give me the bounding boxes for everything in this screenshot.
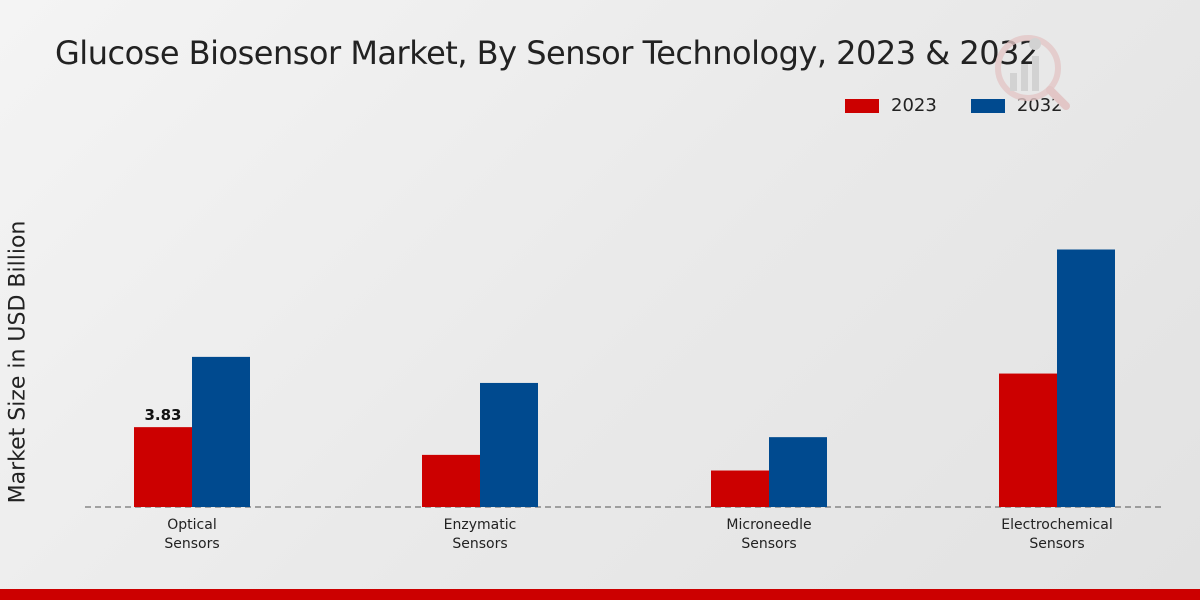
- bar-2023-enzymatic: [422, 454, 480, 507]
- x-tick-label: Microneedle Sensors: [726, 517, 811, 552]
- legend-swatch-2023: [845, 98, 879, 113]
- legend-label-2023: 2023: [891, 95, 937, 116]
- chart-magnifier-logo-icon: [995, 35, 1070, 110]
- legend-item-2023: 2023: [845, 95, 937, 116]
- bar-2032-optical: [192, 356, 250, 507]
- bar-2023-microneedle: [711, 470, 769, 507]
- bar-2032-microneedle: [769, 437, 827, 507]
- bottom-accent-bar: [0, 589, 1200, 600]
- bar-2032-electrochemical: [1057, 249, 1115, 507]
- x-tick-label: Optical Sensors: [164, 517, 219, 552]
- legend-swatch-2032: [970, 98, 1005, 113]
- bar-2023-optical: [134, 427, 192, 507]
- x-tick-label: Electrochemical Sensors: [1001, 517, 1112, 552]
- bar-2032-enzymatic: [480, 382, 538, 507]
- bar-2023-electrochemical: [999, 373, 1057, 507]
- data-label: 3.83: [144, 406, 181, 424]
- x-tick-label: Enzymatic Sensors: [444, 517, 517, 552]
- chart-title: Glucose Biosensor Market, By Sensor Tech…: [55, 34, 1039, 72]
